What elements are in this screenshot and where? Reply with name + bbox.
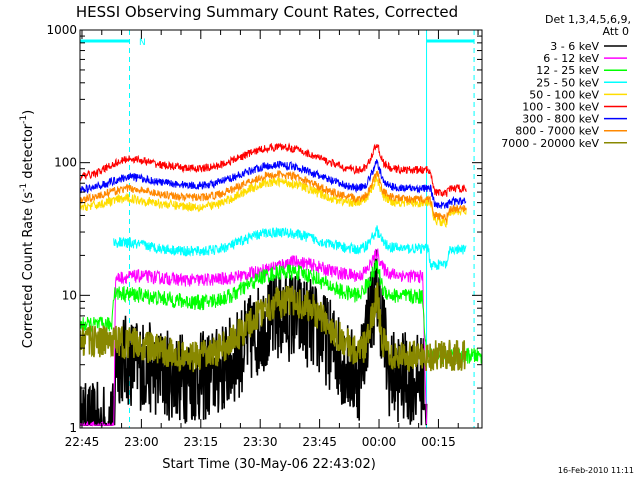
y-tick-label: 100 — [54, 156, 77, 170]
x-tick-label: 23:15 — [184, 435, 219, 449]
y-axis-label: Corrected Count Rate (s-1 detector-1) — [19, 110, 36, 348]
x-axis: 22:45 23:00 23:15 23:30 23:45 00:00 00:15 — [65, 30, 479, 449]
legend-header-line-2: Att 0 — [603, 25, 629, 38]
y-tick-label: 10 — [62, 288, 77, 302]
plot-frame — [79, 29, 483, 429]
x-axis-label: Start Time (30-May-06 22:43:02) — [162, 457, 376, 472]
series-line — [80, 142, 467, 197]
legend-header-line-1: Det 1,3,4,5,6,9, — [545, 13, 631, 26]
series-line — [80, 260, 482, 365]
series-line — [80, 175, 467, 228]
x-tick-label: 23:00 — [124, 435, 159, 449]
x-tick-label: 22:45 — [65, 435, 100, 449]
series-line — [80, 170, 467, 224]
series-layer — [80, 142, 482, 427]
x-tick-label: 23:30 — [243, 435, 278, 449]
series-line — [80, 282, 467, 373]
night-markers — [79, 30, 475, 428]
chart-title: HESSI Observing Summary Count Rates, Cor… — [76, 3, 458, 21]
legend-label: 100 - 300 keV — [522, 101, 599, 114]
y-axis: 1 10 100 1000 — [46, 23, 482, 435]
x-tick-label: 00:15 — [421, 435, 456, 449]
flag-label: N — [139, 38, 146, 48]
legend-label: 800 - 7000 keV — [515, 125, 599, 138]
y-tick-label: 1 — [69, 421, 77, 435]
legend-label: 25 - 50 keV — [536, 76, 599, 89]
x-tick-label: 00:00 — [362, 435, 397, 449]
series-line — [80, 159, 467, 209]
footer-timestamp: 16-Feb-2010 11:11 — [558, 466, 634, 475]
legend-label: 6 - 12 keV — [543, 52, 599, 65]
x-tick-label: 23:45 — [302, 435, 337, 449]
legend-label: 3 - 6 keV — [550, 40, 599, 53]
legend-label: 12 - 25 keV — [536, 64, 599, 77]
legend-label: 300 - 800 keV — [522, 113, 599, 126]
legend-label: 50 - 100 keV — [529, 88, 599, 101]
series-line — [80, 248, 428, 427]
series-line — [113, 225, 467, 271]
y-tick-label: 1000 — [46, 23, 77, 37]
legend-label: 7000 - 20000 keV — [501, 137, 599, 150]
